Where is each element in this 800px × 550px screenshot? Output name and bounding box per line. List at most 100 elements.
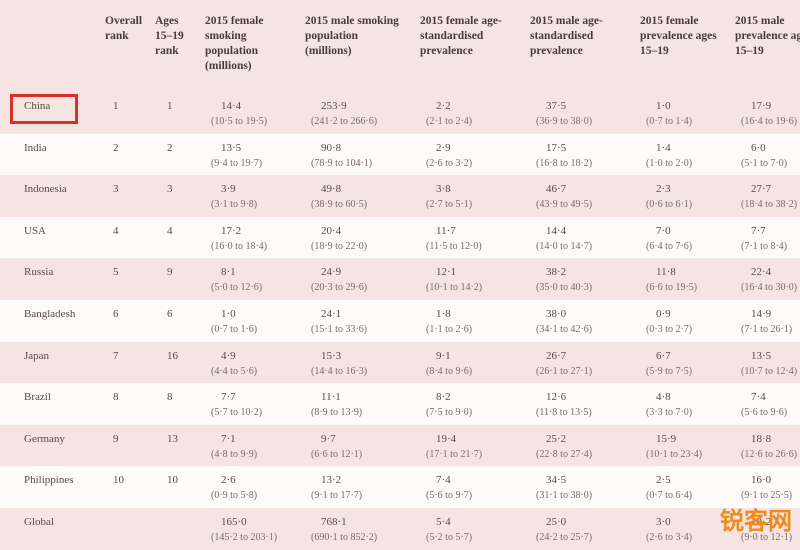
data-cell: 3·8 (2·7 to 5·1): [426, 182, 472, 212]
data-cell: 3·0 (2·6 to 3·4): [646, 515, 692, 545]
country: USA: [24, 224, 47, 237]
data-cell: 19·4 (17·1 to 21·7): [426, 432, 482, 462]
data-cell: 165·0 (145·2 to 203·1): [211, 515, 277, 545]
overall-rank: 6: [113, 308, 119, 320]
value: 1·4: [656, 141, 671, 154]
value: 2·6: [221, 474, 236, 487]
confidence-interval: (145·2 to 203·1): [211, 532, 278, 543]
value: 24·1: [321, 308, 342, 320]
confidence-interval: (38·9 to 60·5): [311, 199, 368, 211]
data-cell: 4·8 (3·3 to 7·0): [646, 390, 692, 420]
confidence-interval: (5·0 to 12·6): [211, 282, 263, 294]
value: 12·6: [546, 391, 567, 404]
confidence-interval: (31·1 to 38·0): [536, 490, 593, 502]
data-cell: 14·4 (14·0 to 14·7): [536, 224, 592, 254]
overall-rank: 10: [113, 474, 124, 487]
data-cell: 90·8 (78·9 to 104·1): [311, 141, 372, 171]
confidence-interval: (8·9 to 13·9): [311, 407, 363, 419]
overall-rank: 7: [113, 349, 119, 362]
ages-rank: 1: [167, 100, 173, 112]
value: 17·2: [221, 224, 242, 237]
data-cell: 4·9 (4·4 to 5·6): [211, 349, 257, 379]
value: 9·1: [436, 349, 451, 362]
data-cell: 12·1 (10·1 to 14·2): [426, 265, 482, 295]
data-cell: 34·5 (31·1 to 38·0): [536, 473, 592, 503]
column-header: 2015 female age-standardised prevalence: [420, 15, 502, 57]
table-row: Global 165·0 (145·2 to 203·1) 768·1 (690·1 t…: [0, 508, 800, 550]
value: 46·7: [546, 183, 567, 196]
ages-rank: 8: [167, 391, 173, 404]
confidence-interval: (0·7 to 6·4): [646, 490, 693, 502]
value: 17·5: [546, 141, 567, 154]
confidence-interval: (241·2 to 266·6): [311, 116, 378, 127]
value: 38·2: [546, 266, 567, 279]
data-cell: 1·8 (1·1 to 2·6): [426, 307, 472, 337]
data-cell: 1·0 (0·7 to 1·6): [211, 307, 257, 337]
confidence-interval: (18·4 to 38·2): [741, 199, 798, 211]
confidence-interval: (5·1 to 7·0): [741, 157, 788, 169]
confidence-interval: (16·4 to 30·0): [741, 282, 798, 294]
confidence-interval: (5·2 to 5·7): [426, 532, 473, 543]
confidence-interval: (17·1 to 21·7): [426, 448, 483, 460]
confidence-interval: (2·6 to 3·2): [426, 157, 473, 169]
overall-rank: 1: [113, 100, 119, 112]
data-cell: 11·7 (11·5 to 12·0): [426, 224, 482, 254]
confidence-interval: (8·4 to 9·6): [426, 365, 473, 377]
value: 20·4: [321, 224, 342, 237]
data-cell: 2·9 (2·6 to 3·2): [426, 141, 472, 171]
data-cell: 0·9 (0·3 to 2·7): [646, 307, 692, 337]
data-cell: 49·8 (38·9 to 60·5): [311, 182, 367, 212]
value: 7·4: [436, 474, 451, 487]
confidence-interval: (9·4 to 19·7): [211, 157, 263, 169]
column-header: 2015 female prevalence ages 15–19: [640, 15, 717, 57]
confidence-interval: (78·9 to 104·1): [311, 157, 373, 169]
value: 38·0: [546, 308, 567, 320]
country: Germany: [24, 432, 65, 445]
value: 8·2: [436, 391, 451, 404]
confidence-interval: (16·8 to 18·2): [536, 157, 593, 169]
ages-rank: 6: [167, 308, 173, 320]
data-cell: 22·4 (16·4 to 30·0): [741, 265, 797, 295]
confidence-interval: (16·4 to 19·6): [741, 116, 798, 127]
confidence-interval: (3·3 to 7·0): [646, 407, 693, 419]
data-cell: 5·4 (5·2 to 5·7): [426, 515, 472, 545]
confidence-interval: (7·1 to 26·1): [741, 324, 793, 335]
data-cell: 7·4 (5·6 to 9·7): [426, 473, 472, 503]
value: 6·7: [656, 349, 671, 362]
value: 8·1: [221, 266, 236, 279]
country: Global: [24, 516, 54, 528]
confidence-interval: (6·6 to 19·5): [646, 282, 698, 294]
value: 10·2: [751, 516, 772, 528]
overall-rank: 8: [113, 391, 119, 404]
data-cell: 9·7 (6·6 to 12·1): [311, 432, 362, 462]
table-row: Japan 7 16 4·9 (4·4 to 5·6) 15·3 (14·4 to 16·3…: [0, 341, 800, 384]
value: 253·9: [321, 100, 347, 112]
data-cell: 7·0 (6·4 to 7·6): [646, 224, 692, 254]
value: 1·0: [656, 100, 671, 112]
value: 11·1: [321, 391, 341, 404]
value: 14·4: [546, 224, 567, 237]
value: 7·7: [751, 224, 766, 237]
confidence-interval: (0·7 to 1·6): [211, 324, 258, 335]
value: 22·4: [751, 266, 772, 279]
value: 7·1: [221, 432, 236, 445]
confidence-interval: (0·9 to 5·8): [211, 490, 258, 502]
confidence-interval: (10·7 to 12·4): [741, 365, 798, 377]
confidence-interval: (10·5 to 19·5): [211, 116, 268, 127]
value: 11·7: [436, 224, 456, 237]
data-cell: 24·9 (20·3 to 29·6): [311, 265, 367, 295]
confidence-interval: (6·6 to 12·1): [311, 448, 363, 460]
ages-rank: 3: [167, 183, 173, 196]
data-cell: 26·7 (26·1 to 27·1): [536, 349, 592, 379]
data-cell: 14·9 (7·1 to 26·1): [741, 307, 792, 337]
table-row: Philippines 10 10 2·6 (0·9 to 5·8) 13·2 (9·1 t…: [0, 466, 800, 509]
data-cell: 8·2 (7·5 to 9·0): [426, 390, 472, 420]
data-cell: 17·9 (16·4 to 19·6): [741, 99, 797, 129]
column-header: Ages 15–19 rank: [155, 15, 184, 57]
confidence-interval: (2·6 to 3·4): [646, 532, 693, 543]
confidence-interval: (5·7 to 10·2): [211, 407, 263, 419]
confidence-interval: (34·1 to 42·6): [536, 324, 593, 335]
value: 2·5: [656, 474, 671, 487]
overall-rank: 3: [113, 183, 119, 196]
